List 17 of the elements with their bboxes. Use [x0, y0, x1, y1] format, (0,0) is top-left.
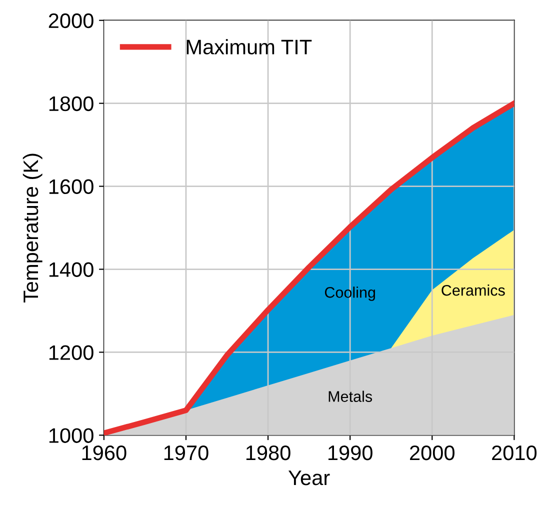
x-tick-label: 1960: [82, 445, 126, 460]
y-tick-label: 1400: [49, 262, 94, 278]
x-axis-title: Year: [288, 470, 330, 486]
series-label: Metals: [328, 390, 372, 402]
legend-label: Maximum TIT: [186, 39, 312, 54]
series-label: Ceramics: [442, 284, 505, 296]
x-tick-label: 1990: [328, 445, 372, 460]
y-tick-label: 2000: [48, 13, 94, 28]
x-tick-label: 1970: [164, 445, 208, 460]
x-tick-label: 2000: [410, 445, 454, 460]
y-axis-title: Temperature (K): [22, 154, 42, 303]
y-tick-label: 1800: [49, 96, 94, 112]
y-tick-label: 1000: [49, 428, 94, 443]
x-tick-label: 2010: [492, 445, 537, 460]
x-tick-label: 1980: [246, 445, 290, 460]
y-tick-label: 1600: [49, 179, 94, 194]
y-tick-label: 1200: [49, 345, 94, 360]
